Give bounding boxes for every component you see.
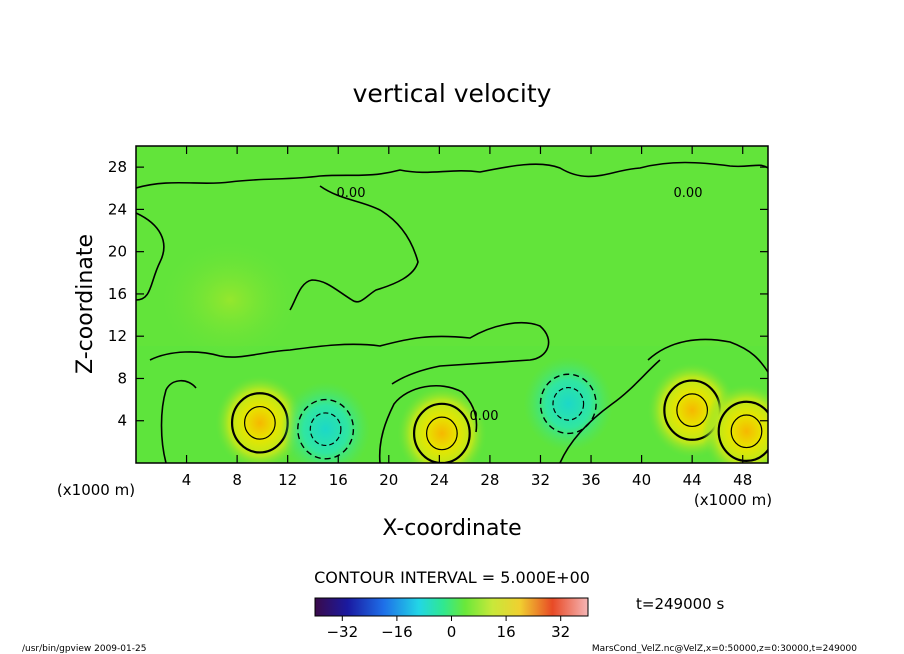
time-label: t=249000 s [636, 595, 724, 613]
y-tick-label: 28 [108, 158, 127, 176]
colorbar-tick-label: 32 [551, 623, 570, 641]
feature-contour-3 [539, 373, 597, 435]
feature-shade-1 [281, 381, 371, 463]
weak-updraft-shade [160, 240, 300, 360]
feature-inner-contour-1 [309, 412, 342, 447]
chart-title: vertical velocity [353, 79, 552, 108]
zero-contour-tongue [289, 185, 419, 311]
x-tick-label: 44 [683, 471, 702, 489]
y-tick-label: 20 [108, 243, 127, 261]
colorbar-tick-label: −32 [326, 623, 358, 641]
zero-contour-low-left [160, 379, 197, 463]
colorbar-tick-label: 0 [447, 623, 457, 641]
zero-contour-low-right [559, 359, 661, 463]
footer-left: /usr/bin/gpview 2009-01-25 [22, 644, 146, 654]
x-tick-label: 4 [182, 471, 192, 489]
x-tick-label: 40 [632, 471, 651, 489]
x-tick-label: 32 [531, 471, 550, 489]
colorbar [314, 597, 589, 617]
zero-contour-left [136, 212, 165, 301]
feature-shade-5 [702, 383, 768, 463]
contour-value-label: 0.00 [674, 186, 703, 201]
feature-shade-3 [523, 356, 613, 452]
x-tick-label: 8 [232, 471, 242, 489]
x-tick-label: 16 [329, 471, 348, 489]
y-tick-label: 12 [108, 327, 127, 345]
y-tick-label: 8 [117, 369, 127, 387]
x-tick-label: 12 [278, 471, 297, 489]
x-unit-left: (x1000 m) [57, 481, 135, 499]
zero-contour-mid [149, 322, 550, 385]
x-unit-right: (x1000 m) [694, 491, 772, 509]
y-tick-label: 24 [108, 200, 127, 218]
y-tick-label: 16 [108, 285, 127, 303]
zero-contour-upper [136, 161, 768, 189]
feature-inner-contour-0 [243, 405, 276, 440]
contour-lines [136, 161, 768, 463]
feature-inner-contour-5 [730, 414, 763, 449]
x-tick-label: 36 [581, 471, 600, 489]
footer-right: MarsCond_VelZ.nc@VelZ,x=0:50000,z=0:3000… [592, 644, 857, 654]
feature-contour-1 [297, 398, 355, 460]
features-layer: 0.00 0.000.00 [215, 186, 768, 463]
colorbar-tick-label: 16 [497, 623, 516, 641]
colorbar-tick-label: −16 [381, 623, 413, 641]
plot-frame [135, 145, 769, 464]
feature-inner-contour-2 [425, 416, 458, 451]
x-tick-label: 20 [379, 471, 398, 489]
y-axis-label: Z-coordinate [73, 234, 98, 374]
plot-area: 0.00 0.000.00 [136, 146, 768, 463]
feature-shade-2 [397, 386, 487, 463]
contour-interval-label: CONTOUR INTERVAL = 5.000E+00 [314, 568, 590, 587]
x-axis-label: X-coordinate [382, 516, 521, 541]
x-tick-label: 28 [480, 471, 499, 489]
zero-contour-right [647, 338, 768, 373]
y-tick-label: 4 [117, 412, 127, 430]
feature-inner-contour-3 [552, 386, 585, 421]
contour-value-label: 0.00 [337, 186, 366, 201]
colorbar-ticks: −32 −16 0 16 32 [326, 616, 570, 641]
x-tick-label: 24 [430, 471, 449, 489]
zero-contour-low-mid [378, 384, 478, 463]
feature-contour-5 [717, 400, 768, 462]
x-tick-label: 48 [733, 471, 752, 489]
